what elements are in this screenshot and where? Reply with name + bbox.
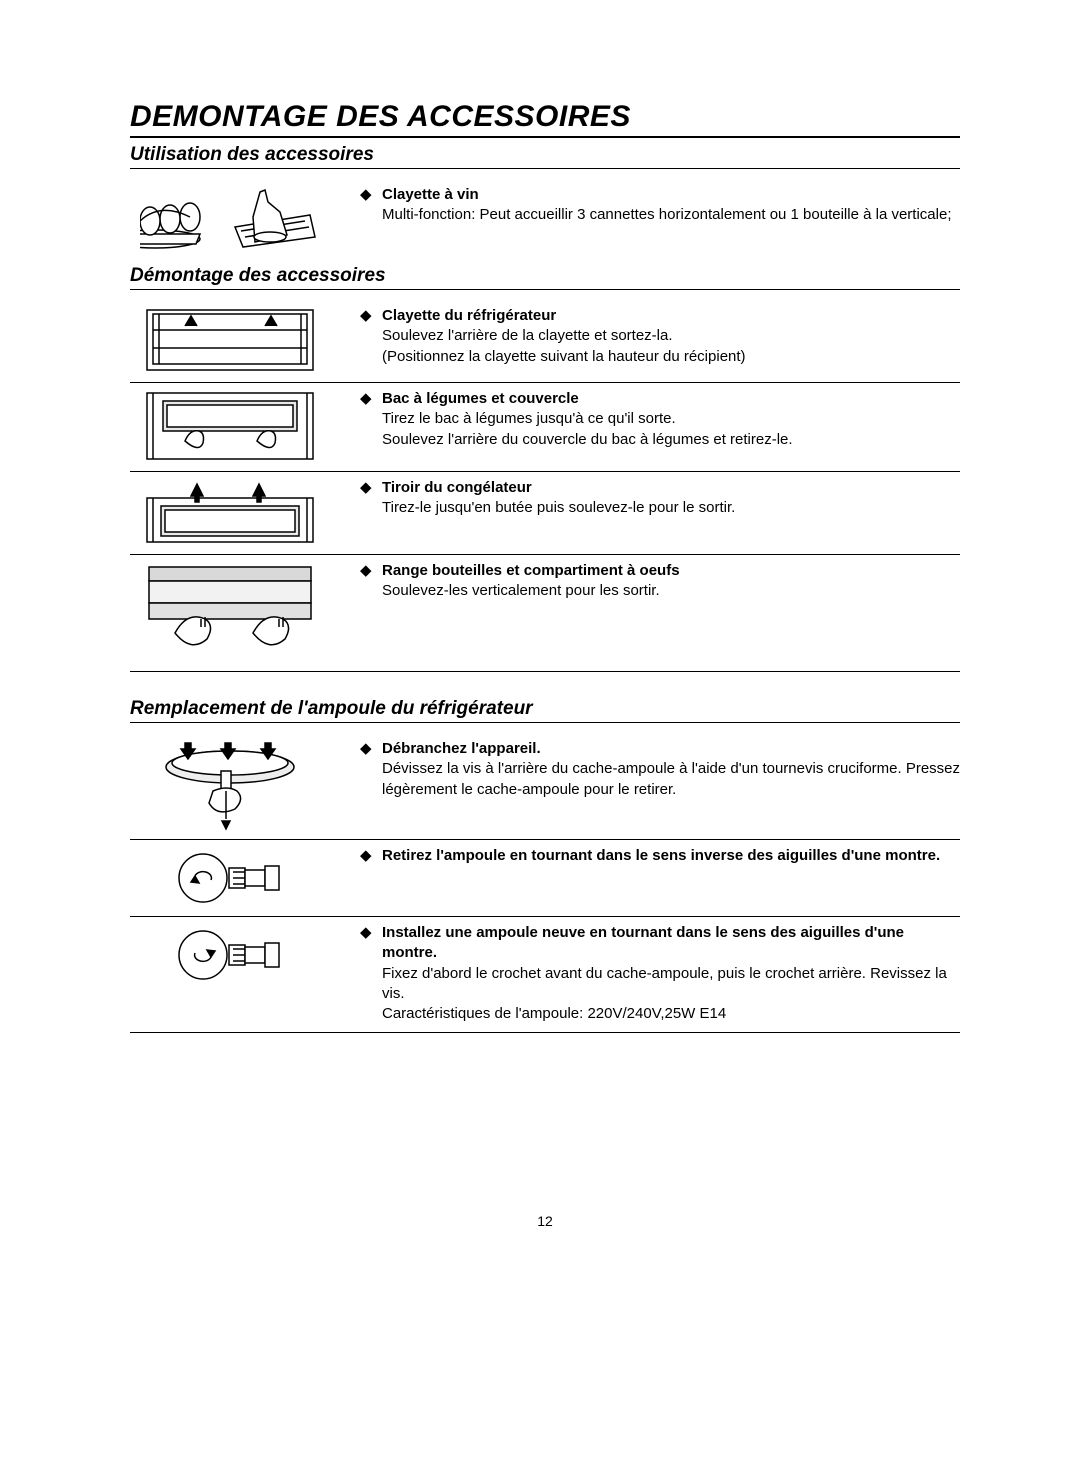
item-text: Tirez le bac à légumes jusqu'à ce qu'il … bbox=[382, 410, 793, 447]
item-row: ◆ Installez une ampoule neuve en tournan… bbox=[130, 916, 960, 1033]
diamond-bullet-icon: ◆ bbox=[360, 923, 382, 1024]
diamond-bullet-icon: ◆ bbox=[360, 478, 382, 519]
diamond-bullet-icon: ◆ bbox=[360, 389, 382, 450]
item-text: Soulevez-les verticalement pour les sort… bbox=[382, 582, 660, 599]
item-row: ◆ Clayette du réfrigérateur Soulevez l'a… bbox=[130, 300, 960, 382]
illustration-remove-bulb bbox=[130, 846, 330, 908]
page-title: DEMONTAGE DES ACCESSOIRES bbox=[130, 100, 960, 138]
item-row: ◆ Clayette à vin Multi-fonction: Peut ac… bbox=[130, 179, 960, 259]
illustration-door-bins bbox=[130, 561, 330, 663]
item-title: Bac à légumes et couvercle bbox=[382, 390, 579, 407]
item-text: Soulevez l'arrière de la clayette et sor… bbox=[382, 327, 746, 364]
section-heading-demontage: Démontage des accessoires bbox=[130, 265, 960, 290]
item-text: Multi-fonction: Peut accueillir 3 cannet… bbox=[382, 206, 951, 223]
illustration-freezer-drawer bbox=[130, 478, 330, 546]
illustration-install-bulb bbox=[130, 923, 330, 985]
item-title: Range bouteilles et compartiment à oeufs bbox=[382, 562, 680, 579]
item-title: Clayette à vin bbox=[382, 186, 479, 203]
item-title: Retirez l'ampoule en tournant dans le se… bbox=[382, 847, 940, 864]
illustration-crisper bbox=[130, 389, 330, 463]
item-row: ◆ Range bouteilles et compartiment à oeu… bbox=[130, 554, 960, 672]
item-title: Tiroir du congélateur bbox=[382, 479, 532, 496]
item-row: ◆ Tiroir du congélateur Tirez-le jusqu'e… bbox=[130, 471, 960, 554]
item-title: Clayette du réfrigérateur bbox=[382, 307, 556, 324]
diamond-bullet-icon: ◆ bbox=[360, 846, 382, 866]
section-heading-remplacement: Remplacement de l'ampoule du réfrigérate… bbox=[130, 698, 960, 723]
page-number: 12 bbox=[130, 1213, 960, 1229]
item-text: Fixez d'abord le crochet avant du cache-… bbox=[382, 965, 947, 1023]
diamond-bullet-icon: ◆ bbox=[360, 306, 382, 367]
item-row: ◆ Bac à légumes et couvercle Tirez le ba… bbox=[130, 382, 960, 471]
illustration-wine-rack bbox=[130, 185, 330, 251]
document-page: DEMONTAGE DES ACCESSOIRES Utilisation de… bbox=[0, 0, 1080, 1269]
item-row: ◆ Débranchez l'appareil. Dévissez la vis… bbox=[130, 733, 960, 839]
illustration-unplug-cover bbox=[130, 739, 330, 831]
diamond-bullet-icon: ◆ bbox=[360, 739, 382, 800]
item-title: Débranchez l'appareil. bbox=[382, 740, 541, 757]
item-title: Installez une ampoule neuve en tournant … bbox=[382, 924, 904, 961]
section-heading-utilisation: Utilisation des accessoires bbox=[130, 144, 960, 169]
illustration-shelf bbox=[130, 306, 330, 374]
item-text: Dévissez la vis à l'arrière du cache-amp… bbox=[382, 760, 960, 797]
item-row: ◆ Retirez l'ampoule en tournant dans le … bbox=[130, 839, 960, 916]
item-text: Tirez-le jusqu'en butée puis soulevez-le… bbox=[382, 499, 735, 516]
diamond-bullet-icon: ◆ bbox=[360, 185, 382, 226]
diamond-bullet-icon: ◆ bbox=[360, 561, 382, 602]
